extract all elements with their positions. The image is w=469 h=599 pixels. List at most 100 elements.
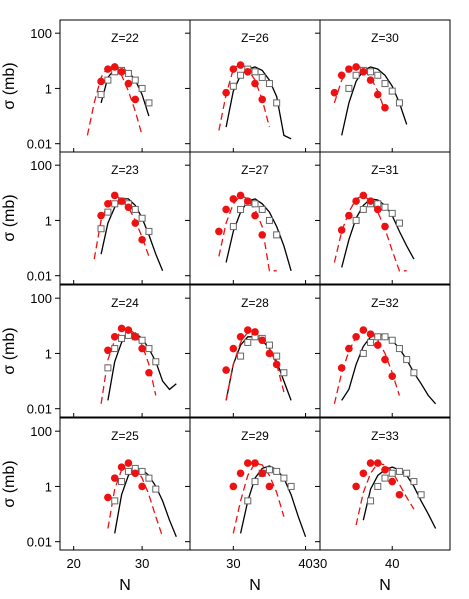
x-tick-label: 40 — [385, 556, 399, 571]
square-marker — [251, 478, 259, 486]
dot-marker — [104, 199, 112, 208]
dot-marker — [345, 65, 353, 73]
dot-marker — [352, 482, 360, 491]
solid-curve — [225, 66, 292, 140]
square-marker — [374, 333, 382, 341]
panel-z33: Z=33 — [315, 417, 451, 551]
y-tick-label: 0.01 — [27, 137, 52, 152]
square-marker — [237, 71, 245, 79]
dot-marker — [229, 195, 238, 203]
square-marker — [258, 205, 266, 213]
dot-marker — [110, 63, 119, 71]
y-tick-label: 1 — [45, 479, 52, 494]
square-marker — [381, 203, 389, 211]
dot-marker — [251, 79, 259, 88]
dot-marker — [131, 95, 140, 104]
panel-z32: Z=32 — [315, 284, 451, 418]
dot-marker — [97, 211, 105, 220]
dot-marker — [222, 366, 230, 374]
dot-marker — [138, 235, 146, 244]
dot-marker — [345, 344, 353, 353]
square-marker — [265, 466, 273, 474]
x-tick-label: 30 — [313, 556, 327, 571]
square-marker — [359, 205, 367, 213]
dot-marker — [352, 63, 360, 71]
dot-marker — [251, 459, 259, 467]
dashed-curve — [333, 329, 401, 404]
panel-z-label: Z=25 — [111, 429, 139, 443]
panel-z-label: Z=26 — [241, 31, 269, 45]
dot-marker — [222, 88, 230, 97]
square-marker — [104, 208, 112, 216]
dot-marker — [97, 77, 105, 86]
panel-z-label: Z=31 — [371, 163, 399, 177]
square-marker — [265, 216, 273, 224]
panel-plot-area — [86, 63, 153, 136]
square-marker — [367, 497, 375, 505]
panel-plot-area — [229, 459, 307, 538]
x-tick-label: 40 — [298, 556, 312, 571]
panel-z25: Z=25 — [55, 417, 191, 551]
panel-frame — [319, 151, 451, 285]
square-marker — [381, 474, 389, 482]
square-marker — [111, 345, 119, 353]
x-axis-label: N — [379, 577, 391, 594]
panel-z-label: Z=30 — [371, 31, 399, 45]
dot-marker — [236, 332, 245, 341]
square-marker — [374, 482, 382, 490]
y-tick-label: 0.01 — [27, 535, 52, 550]
dot-marker — [110, 474, 119, 482]
y-axis-label: σ (mb) — [1, 327, 18, 374]
dot-marker — [381, 103, 389, 112]
dot-marker — [236, 469, 245, 478]
panel-frame — [319, 284, 451, 418]
panel-z-label: Z=27 — [241, 163, 269, 177]
dot-marker — [117, 197, 126, 205]
square-marker — [410, 369, 418, 377]
square-marker — [367, 68, 375, 76]
square-marker — [352, 216, 360, 224]
dot-marker — [124, 79, 133, 88]
y-tick-label: 1 — [45, 346, 52, 361]
square-marker — [145, 99, 153, 107]
dot-marker — [272, 360, 281, 369]
dot-marker — [258, 95, 267, 104]
dot-marker — [110, 191, 119, 200]
y-tick-label: 0.01 — [27, 402, 52, 417]
panel-z28: Z=28 — [185, 284, 321, 418]
dot-marker — [138, 344, 146, 353]
dot-marker — [352, 332, 360, 341]
dot-marker — [251, 211, 259, 220]
square-marker — [273, 467, 281, 475]
square-marker — [352, 71, 360, 79]
panel-plot-area — [352, 459, 437, 529]
square-marker — [345, 84, 353, 92]
dot-marker — [243, 67, 252, 76]
square-marker — [403, 356, 411, 364]
dot-marker — [352, 197, 360, 205]
square-marker — [258, 73, 266, 81]
dot-marker — [243, 197, 252, 205]
dot-marker — [359, 326, 368, 334]
square-marker — [237, 205, 245, 213]
square-marker — [251, 68, 259, 76]
dot-marker — [359, 469, 368, 478]
square-marker — [273, 352, 281, 360]
square-marker — [251, 200, 259, 208]
dot-marker — [381, 222, 389, 231]
x-tick-label: 30 — [226, 556, 240, 571]
x-axis-label: N — [249, 577, 261, 594]
dot-marker — [373, 205, 382, 214]
dot-marker — [229, 65, 238, 73]
panel-plot-area — [215, 191, 292, 272]
dot-marker — [265, 349, 274, 358]
dot-marker — [330, 88, 339, 97]
y-tick-label: 100 — [30, 158, 52, 173]
square-marker — [131, 76, 139, 84]
dot-marker — [359, 191, 368, 200]
dot-marker — [104, 346, 112, 355]
x-tick-label: 20 — [66, 556, 80, 571]
dot-marker — [229, 344, 238, 353]
dot-marker — [243, 459, 252, 467]
dot-marker — [131, 469, 140, 478]
